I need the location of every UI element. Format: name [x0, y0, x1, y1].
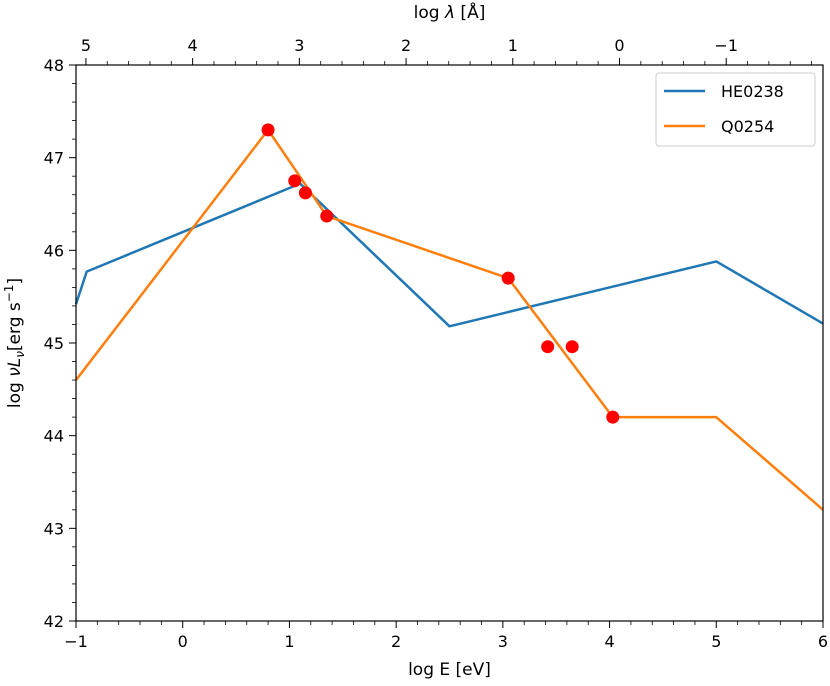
x-tick-label: 3 — [498, 632, 508, 651]
data-point — [606, 410, 620, 424]
x-axis-label: log E [eV] — [408, 660, 491, 680]
x-tick-label: 4 — [604, 632, 614, 651]
top-tick-label: 0 — [614, 36, 624, 55]
y-tick-label: 46 — [44, 241, 64, 260]
x-tick-label: 0 — [178, 632, 188, 651]
data-point — [501, 271, 515, 285]
top-axis-label-prefix: log — [414, 3, 445, 23]
series-lines — [74, 128, 824, 511]
data-point — [565, 340, 579, 354]
scatter-points — [261, 123, 620, 424]
y-tick-label: 47 — [44, 149, 64, 168]
y-tick-label: 45 — [44, 334, 64, 353]
data-point — [541, 340, 555, 354]
minor-ticks — [72, 61, 812, 625]
top-axis-label-symbol: λ — [444, 3, 455, 23]
series-line-he0238 — [74, 182, 824, 328]
y-axis-label-subscript: ν — [13, 351, 27, 358]
data-point — [298, 186, 312, 200]
top-axis-label-suffix: [Å] — [455, 1, 485, 23]
data-point — [320, 209, 334, 223]
plot-frame — [75, 64, 824, 622]
y-axis-label-symbol: νL — [5, 358, 25, 377]
series-line-q0254 — [75, 128, 824, 511]
x-tick-label: 2 — [391, 632, 401, 651]
top-tick-label: 4 — [188, 36, 198, 55]
y-tick-label: 44 — [44, 427, 64, 446]
x-tick-label: 5 — [711, 632, 721, 651]
top-tick-label: 3 — [294, 36, 304, 55]
legend-label-q0254: Q0254 — [721, 117, 774, 136]
top-tick-label: 1 — [508, 36, 518, 55]
top-tick-label: 2 — [401, 36, 411, 55]
y-axis-label-exponent: −1 — [2, 285, 16, 303]
x-tick-label: 1 — [284, 632, 294, 651]
y-axis-label-unit: [erg s — [5, 302, 25, 351]
y-axis-label: log νLν[erg s−1] — [2, 278, 27, 408]
data-point — [288, 174, 302, 188]
legend: HE0238 Q0254 — [655, 72, 816, 147]
x-tick-label: −1 — [64, 632, 88, 651]
top-tick-label: 5 — [81, 36, 91, 55]
y-tick-label: 48 — [44, 56, 64, 75]
top-tick-label: −1 — [714, 36, 738, 55]
y-axis-label-prefix: log — [5, 377, 25, 408]
major-ticks — [69, 58, 824, 628]
x-tick-label: 6 — [818, 632, 828, 651]
legend-label-he0238: HE0238 — [721, 82, 784, 101]
y-axis-label-close: ] — [5, 278, 25, 285]
data-point — [261, 123, 275, 137]
y-tick-label: 42 — [44, 612, 64, 631]
y-tick-label: 43 — [44, 519, 64, 538]
top-axis-label: log λ [Å] — [414, 1, 486, 23]
